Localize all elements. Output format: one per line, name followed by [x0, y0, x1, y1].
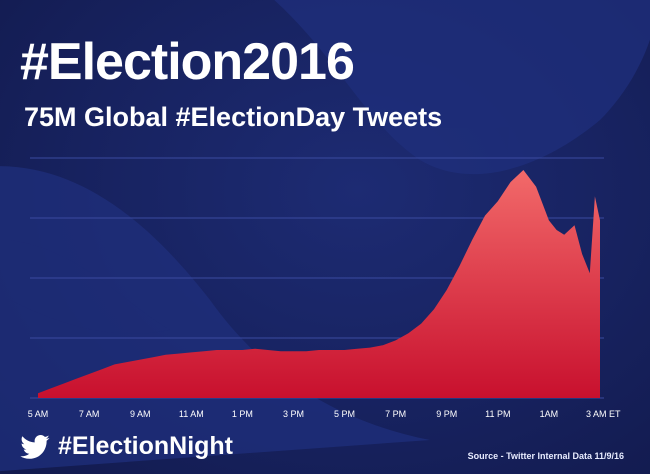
x-tick-label: 5 PM [334, 409, 355, 419]
x-tick-label: 11 AM [179, 409, 204, 419]
tweet-volume-area [38, 170, 600, 398]
footer-hashtag: #ElectionNight [58, 432, 234, 460]
twitter-bird-icon [20, 434, 50, 459]
x-tick-label: 3 PM [283, 409, 304, 419]
page-title: #Election2016 [20, 33, 355, 91]
x-tick-label: 3 AM ET [586, 409, 621, 419]
x-tick-label: 7 PM [385, 409, 406, 419]
x-tick-label: 7 AM [79, 409, 100, 419]
x-tick-label: 11 PM [485, 409, 510, 419]
x-tick-label: 1AM [540, 409, 559, 419]
x-tick-label: 1 PM [232, 409, 253, 419]
chart-subtitle: 75M Global #ElectionDay Tweets [24, 102, 443, 132]
x-tick-label: 9 PM [436, 409, 457, 419]
footer-hashtag-group: #ElectionNight [20, 434, 233, 459]
x-tick-label: 5 AM [28, 409, 49, 419]
source-note: Source - Twitter Internal Data 11/9/16 [467, 451, 624, 461]
x-tick-label: 9 AM [130, 409, 151, 419]
